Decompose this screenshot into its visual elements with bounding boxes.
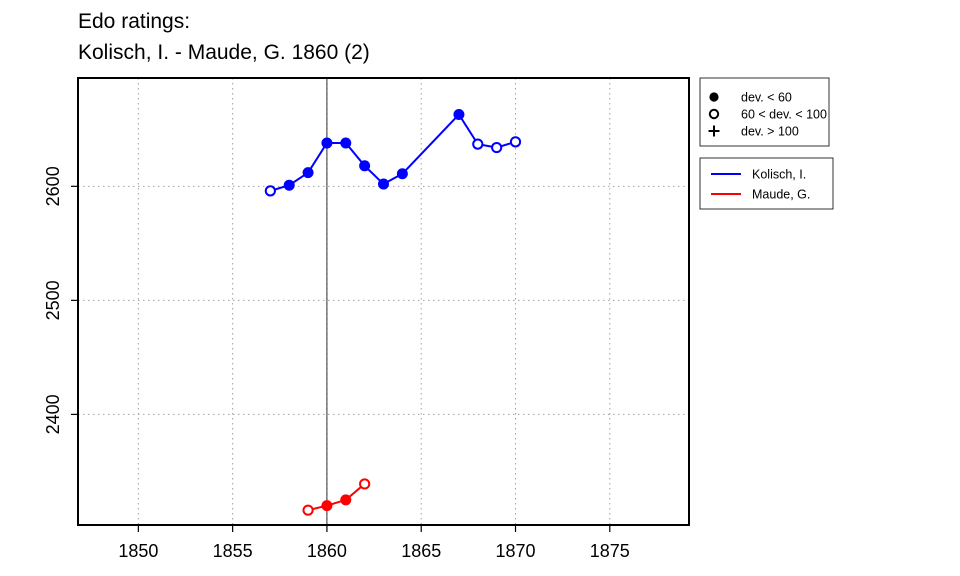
- data-point: [302, 167, 314, 179]
- marker-legend-label: dev. < 60: [741, 91, 792, 105]
- y-tick-label: 2400: [43, 394, 63, 434]
- marker-legend-label: dev. > 100: [741, 125, 799, 139]
- legend-marker-filled: [709, 92, 719, 102]
- legend-marker-open: [708, 108, 720, 120]
- series-line-maude: [307, 483, 366, 512]
- x-tick-label: 1860: [307, 541, 347, 561]
- series-legend-label: Kolisch, I.: [752, 168, 806, 182]
- plot-frame: [77, 77, 690, 526]
- x-tick-label: 1850: [118, 541, 158, 561]
- data-point-open: [264, 185, 276, 197]
- data-point: [396, 168, 408, 180]
- data-point-open: [509, 136, 522, 148]
- marker-legend-label: 60 < dev. < 100: [741, 108, 827, 122]
- y-tick-label: 2600: [43, 166, 63, 206]
- data-point-open: [359, 478, 371, 490]
- data-point-open: [491, 141, 503, 154]
- chart-title-line2: Kolisch, I. - Maude, G. 1860 (2): [78, 41, 370, 64]
- data-point: [321, 137, 333, 149]
- marker-legend-box: [699, 77, 830, 147]
- x-tick-label: 1855: [213, 541, 253, 561]
- series-line-kolisch: [458, 113, 516, 149]
- x-tick-label: 1875: [590, 541, 630, 561]
- data-point: [340, 494, 352, 506]
- y-tick-label: 2500: [43, 280, 63, 320]
- chart-title-line1: Edo ratings:: [78, 10, 191, 33]
- data-point: [359, 160, 371, 172]
- data-point-open: [472, 138, 484, 150]
- legend-marker-plus: [708, 125, 720, 137]
- x-tick-label: 1870: [495, 541, 535, 561]
- data-point: [340, 137, 352, 149]
- data-point: [321, 500, 333, 512]
- data-point-open: [302, 504, 314, 516]
- series-line-kolisch: [401, 113, 460, 175]
- data-point: [453, 108, 465, 120]
- series-legend-label: Maude, G.: [752, 188, 810, 202]
- series-legend-box: [699, 157, 834, 210]
- x-tick-label: 1865: [401, 541, 441, 561]
- data-point: [378, 178, 389, 190]
- data-point: [283, 179, 295, 191]
